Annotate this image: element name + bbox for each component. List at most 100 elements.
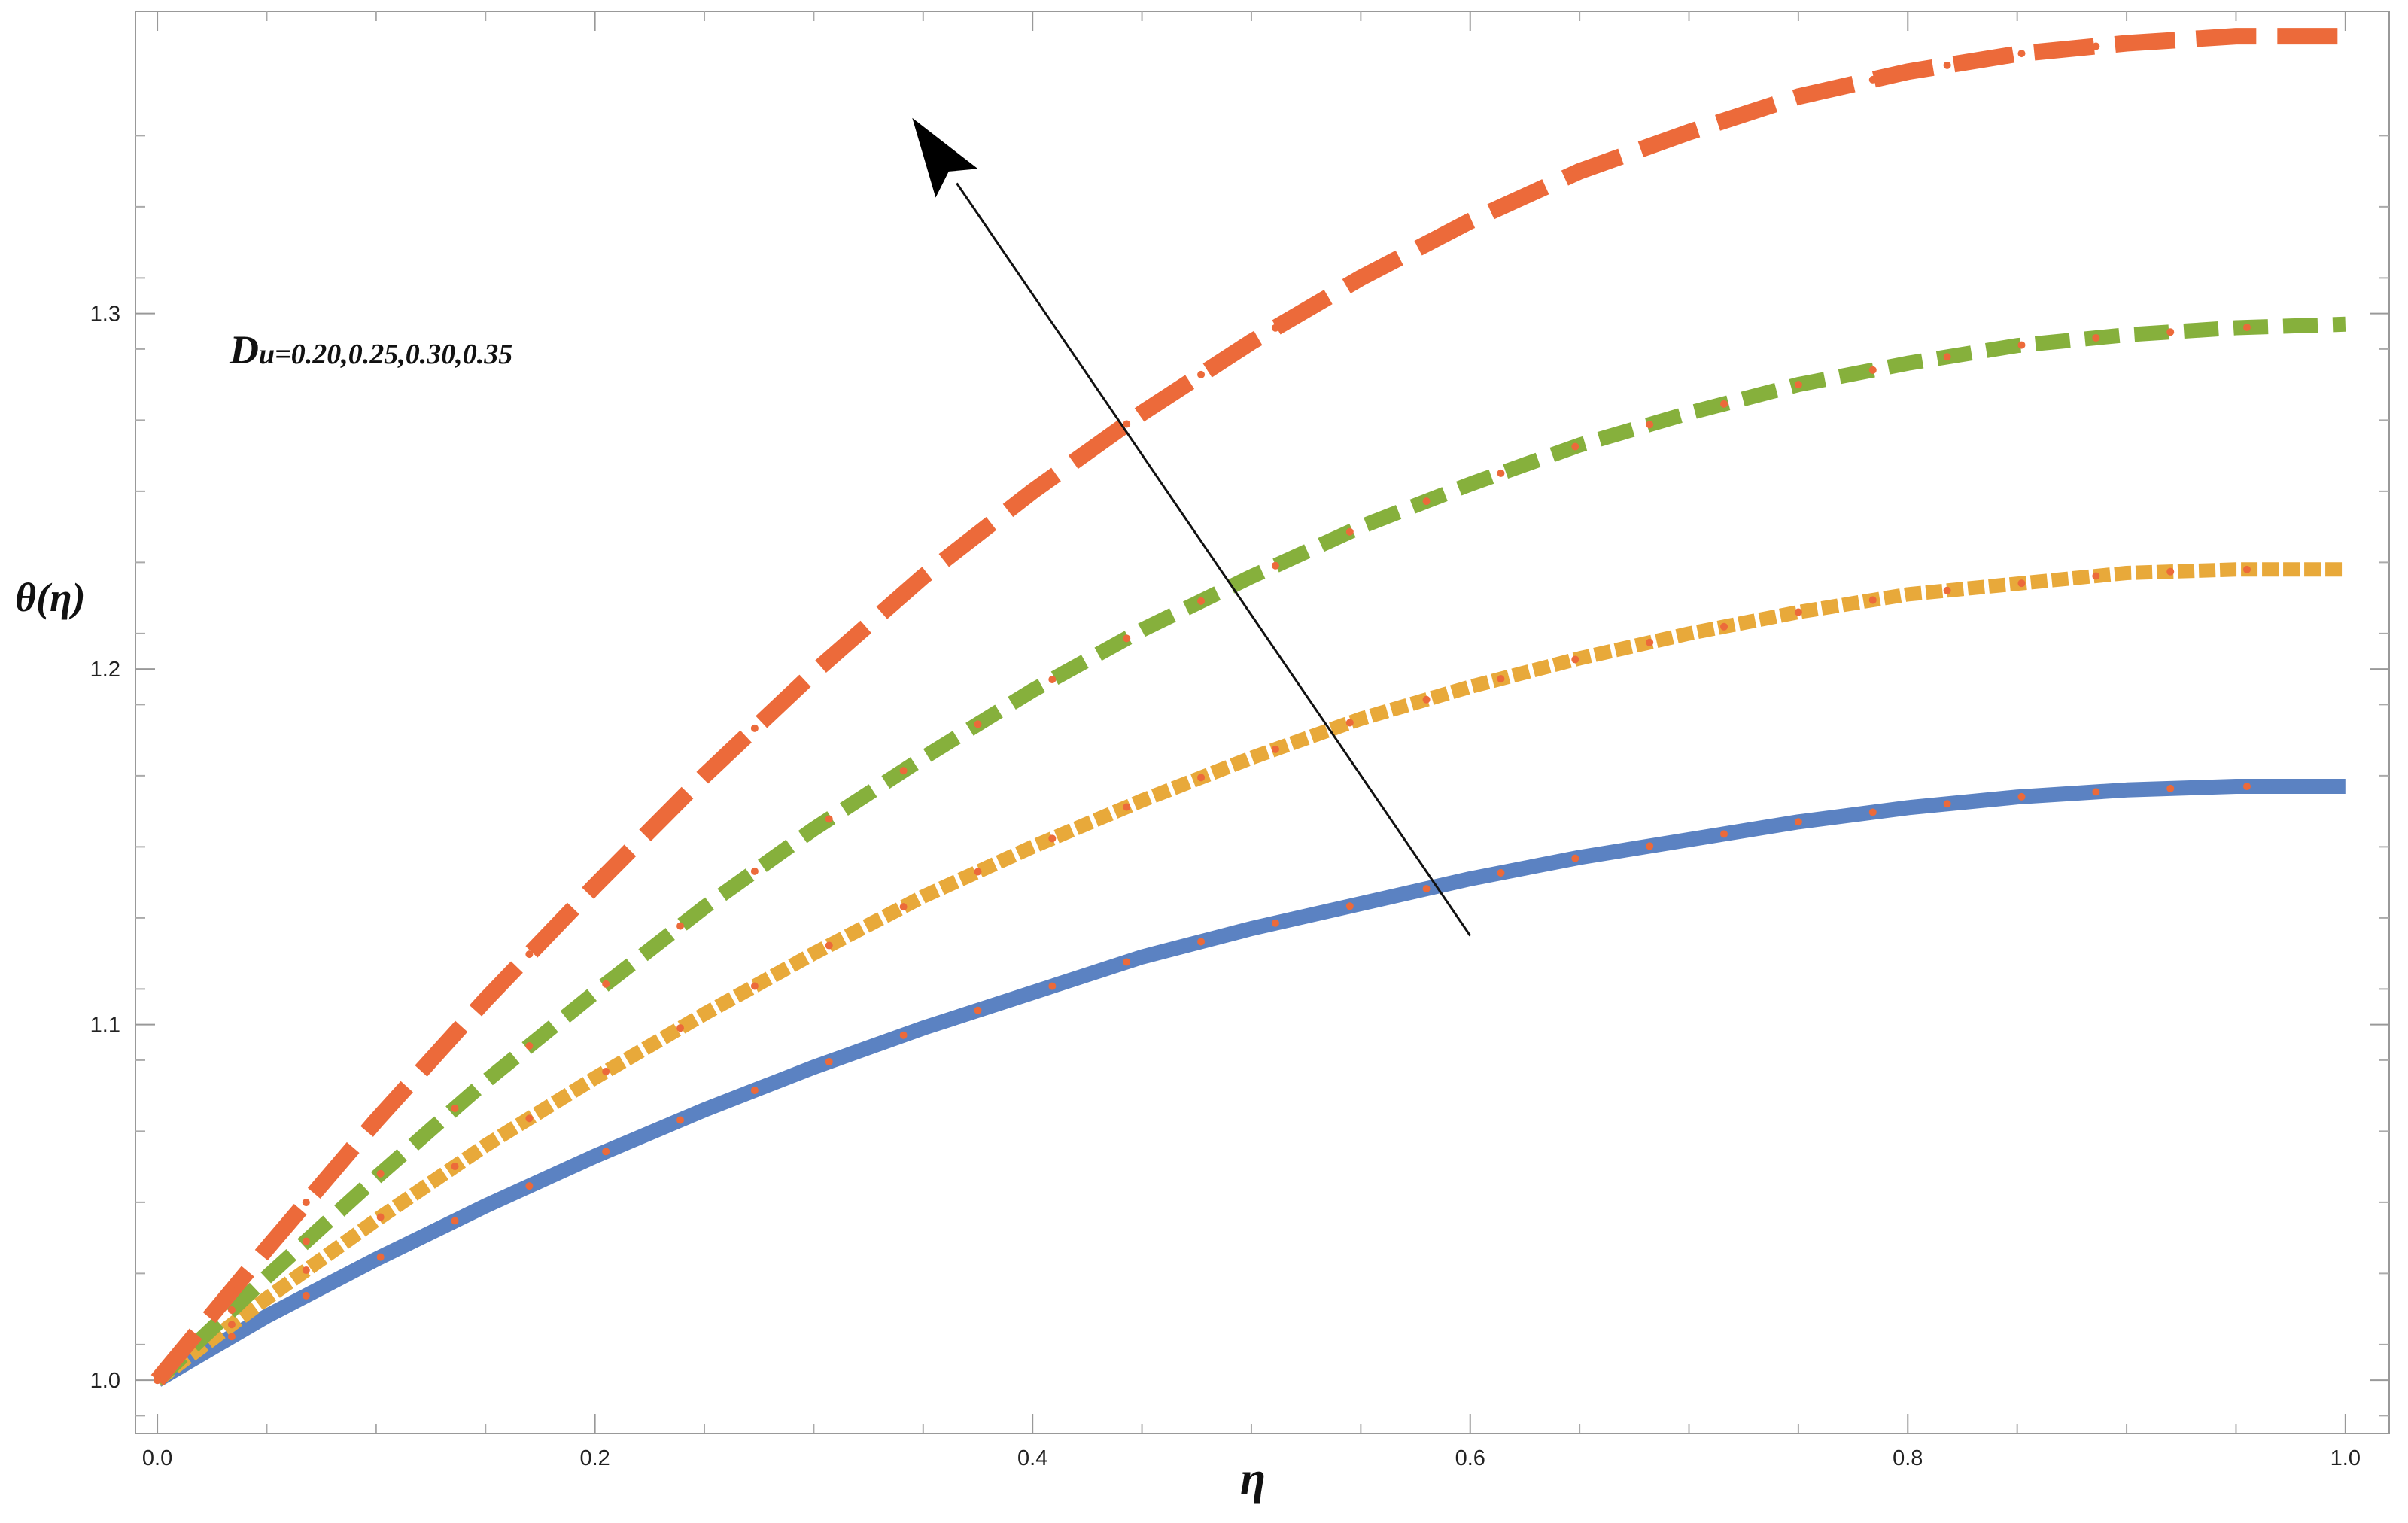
series-1-marker-27: [2166, 567, 2175, 576]
series-3-marker-25: [2017, 50, 2026, 58]
series-3-marker-5: [525, 950, 534, 959]
series-2-marker-21: [1720, 400, 1728, 408]
series-1-marker-25: [2017, 579, 2026, 588]
series-0-marker-17: [1422, 885, 1431, 893]
series-3-marker-3: [376, 1111, 385, 1120]
x-tick-label-4: 0.8: [1893, 1446, 1923, 1470]
series-2-marker-17: [1422, 497, 1431, 506]
series-0-marker-7: [676, 1116, 685, 1124]
series-0-marker-25: [2017, 792, 2026, 801]
series-2-marker-5: [525, 1041, 534, 1050]
series-2-marker-4: [451, 1104, 459, 1112]
series-2-marker-28: [2242, 324, 2251, 332]
series-2-marker-24: [1943, 353, 1951, 361]
series-line-3: [150, 28, 2346, 1386]
series-1-marker-7: [676, 1024, 685, 1032]
series-2-marker-13: [1123, 634, 1131, 643]
series-3-marker-0: [154, 1376, 162, 1385]
series-2-marker-3: [376, 1169, 385, 1178]
series-3-marker-21: [1720, 117, 1728, 125]
series-3-marker-14: [1197, 370, 1206, 378]
series-1-marker-8: [750, 982, 759, 990]
series-0-marker-11: [974, 1006, 982, 1014]
series-line-2: [152, 316, 2346, 1386]
series-1-marker-15: [1271, 745, 1279, 753]
series-2-marker-26: [2092, 333, 2100, 342]
series-2-marker-2: [302, 1237, 310, 1245]
series-0-marker-6: [602, 1148, 610, 1156]
series-1-marker-13: [1123, 803, 1131, 811]
series-1-marker-20: [1646, 638, 1654, 646]
series-1-marker-3: [376, 1213, 385, 1221]
trend-arrow: [912, 117, 1471, 937]
annotation-values: =0.20,0.25,0.30,0.35: [275, 339, 512, 370]
series-line-0: [154, 779, 2346, 1387]
series-1-marker-1: [227, 1321, 236, 1329]
series-2-marker-23: [1868, 366, 1877, 374]
series-0-marker-4: [451, 1217, 459, 1225]
series-3-marker-4: [451, 1029, 459, 1038]
series-3-marker-17: [1422, 240, 1431, 248]
series-1-marker-10: [899, 903, 908, 911]
series-3-marker-27: [2166, 36, 2175, 44]
series-1-marker-6: [602, 1067, 610, 1075]
series-2-marker-9: [825, 815, 833, 823]
series-2-marker-18: [1497, 469, 1505, 477]
series-1-marker-2: [302, 1266, 310, 1275]
series-1-marker-4: [451, 1163, 459, 1171]
series-3-marker-24: [1943, 61, 1951, 69]
series-0-marker-19: [1571, 854, 1579, 862]
series-1-marker-28: [2242, 565, 2251, 573]
series-3-marker-2: [302, 1199, 310, 1207]
series-2-marker-27: [2166, 328, 2175, 336]
plot-frame: [135, 11, 2390, 1434]
series-3-marker-9: [825, 655, 833, 663]
series-2-marker-22: [1794, 381, 1802, 389]
series-3-marker-12: [1048, 473, 1057, 482]
annotation-label: Du=0.20,0.25,0.30,0.35: [229, 327, 512, 372]
y-tick-label-0: 1.0: [90, 1369, 120, 1393]
x-tick-label-1: 0.2: [579, 1446, 610, 1470]
series-0-marker-10: [899, 1031, 908, 1039]
series-0-marker-12: [1048, 982, 1057, 990]
series-2-marker-16: [1345, 527, 1354, 536]
series-1-marker-23: [1868, 596, 1877, 604]
series-1-marker-19: [1571, 655, 1579, 664]
series-0-marker-24: [1943, 800, 1951, 808]
series-0-marker-26: [2092, 788, 2100, 796]
series-line-1: [153, 562, 2346, 1386]
annotation-subscript: u: [259, 339, 275, 370]
y-tick-label-2: 1.2: [90, 658, 120, 682]
series-3-marker-11: [974, 530, 982, 538]
series-1-marker-14: [1197, 774, 1206, 782]
series-3-marker-26: [2092, 42, 2100, 50]
series-0-marker-16: [1345, 902, 1354, 910]
x-axis-label: η: [1240, 1453, 1266, 1504]
series-2-marker-15: [1271, 561, 1279, 570]
series-3-marker-10: [899, 590, 908, 598]
y-axis-label: θ(η): [15, 575, 86, 620]
series-0-marker-5: [525, 1182, 534, 1190]
annotation-symbol: D: [229, 327, 259, 372]
series-0-marker-9: [825, 1058, 833, 1066]
series-1-marker-22: [1794, 608, 1802, 616]
series-2-marker-10: [899, 767, 908, 775]
series-2-marker-25: [2017, 341, 2026, 349]
series-1-marker-9: [825, 941, 833, 950]
series-markers: [154, 32, 2251, 1385]
series-2-marker-8: [750, 867, 759, 875]
series-2-marker-12: [1048, 676, 1057, 684]
series-0-marker-3: [376, 1253, 385, 1261]
y-tick-label-1: 1.1: [90, 1014, 120, 1038]
series-3-marker-6: [602, 871, 610, 879]
series-1-marker-24: [1943, 586, 1951, 594]
series-lines: [150, 28, 2346, 1387]
series-1-marker-21: [1720, 622, 1728, 631]
series-1-marker-18: [1497, 675, 1505, 683]
series-0-marker-18: [1497, 868, 1505, 877]
x-tick-label-2: 0.4: [1017, 1446, 1047, 1470]
series-3-marker-1: [227, 1287, 236, 1295]
series-0-marker-8: [750, 1086, 759, 1094]
series-2-marker-7: [676, 922, 685, 930]
